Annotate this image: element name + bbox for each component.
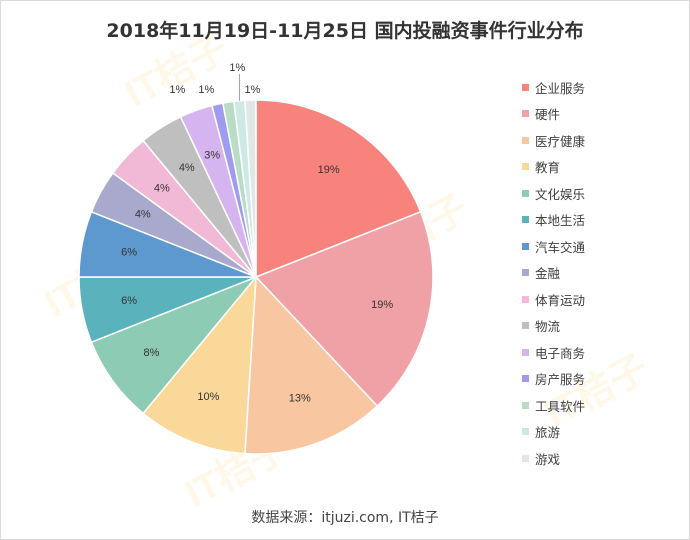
- slice-label-14: 1%: [229, 62, 245, 74]
- pie-slice-2: [254, 210, 434, 408]
- legend-swatch: [522, 322, 529, 330]
- legend-swatch: [522, 216, 529, 224]
- chart-legend: 企业服务硬件医疗健康教育文化娱乐本地生活汽车交通金融体育运动物流电子商务房产服务…: [522, 74, 682, 472]
- legend-item: 物流: [522, 313, 682, 340]
- legend-swatch: [522, 428, 529, 436]
- data-source-note: 数据来源：itjuzi.com, IT桔子: [251, 510, 439, 526]
- slice-label-6: 6%: [121, 295, 137, 307]
- legend-swatch: [522, 136, 529, 144]
- legend-label: 医疗健康: [535, 133, 586, 149]
- legend-swatch: [522, 348, 529, 356]
- legend-label: 企业服务: [535, 80, 586, 96]
- legend-item: 汽车交通: [522, 233, 682, 260]
- legend-swatch: [522, 375, 529, 383]
- legend-swatch: [522, 189, 529, 197]
- slice-label-3: 13%: [289, 392, 311, 404]
- legend-label: 体育运动: [535, 292, 586, 308]
- slice-label-2: 19%: [371, 299, 393, 311]
- legend-item: 本地生活: [522, 207, 682, 234]
- slice-label-9: 4%: [154, 182, 170, 194]
- legend-item: 企业服务: [522, 74, 682, 101]
- legend-swatch: [522, 401, 529, 409]
- legend-label: 汽车交通: [535, 239, 586, 255]
- legend-swatch: [522, 110, 529, 118]
- legend-swatch: [522, 163, 529, 171]
- legend-label: 文化娱乐: [535, 186, 586, 202]
- slice-label-1: 19%: [318, 164, 340, 176]
- legend-item: 文化娱乐: [522, 180, 682, 207]
- slice-label-10: 4%: [179, 162, 195, 174]
- slice-label-8: 4%: [135, 209, 151, 221]
- legend-label: 硬件: [535, 107, 561, 123]
- slice-label-5: 8%: [144, 347, 160, 359]
- legend-item: 工具软件: [522, 392, 682, 419]
- slice-label-7: 6%: [121, 247, 137, 259]
- slice-label-4: 10%: [197, 391, 219, 403]
- legend-label: 旅游: [535, 425, 561, 441]
- pie-slice-5: [90, 276, 257, 415]
- legend-item: 电子商务: [522, 339, 682, 366]
- legend-swatch: [522, 295, 529, 303]
- legend-item: 硬件: [522, 101, 682, 128]
- legend-label: 金融: [535, 266, 561, 282]
- legend-label: 工具软件: [535, 398, 586, 414]
- pie-slice-4: [142, 274, 257, 455]
- legend-item: 游戏: [522, 445, 682, 472]
- legend-item: 旅游: [522, 419, 682, 446]
- pie-slice-15: [244, 99, 257, 278]
- legend-item: 体育运动: [522, 286, 682, 313]
- legend-item: 金融: [522, 260, 682, 287]
- legend-item: 医疗健康: [522, 127, 682, 154]
- legend-swatch: [522, 83, 529, 91]
- legend-label: 教育: [535, 160, 561, 176]
- legend-swatch: [522, 454, 529, 462]
- legend-label: 游戏: [535, 451, 561, 467]
- legend-item: 房产服务: [522, 366, 682, 393]
- legend-item: 教育: [522, 154, 682, 181]
- slice-label-12: 1%: [169, 84, 185, 96]
- legend-label: 房产服务: [535, 372, 586, 388]
- legend-label: 电子商务: [535, 345, 586, 361]
- slice-label-15: 1%: [244, 84, 260, 96]
- slice-label-13: 1%: [198, 84, 214, 96]
- legend-swatch: [522, 269, 529, 277]
- pie-slice-3: [244, 275, 379, 455]
- pie-slice-1: [255, 99, 422, 279]
- legend-label: 本地生活: [535, 213, 586, 229]
- legend-label: 物流: [535, 319, 561, 335]
- slice-label-11: 3%: [204, 149, 220, 161]
- chart-title: 2018年11月19日-11月25日 国内投融资事件行业分布: [106, 20, 584, 42]
- legend-swatch: [522, 242, 529, 250]
